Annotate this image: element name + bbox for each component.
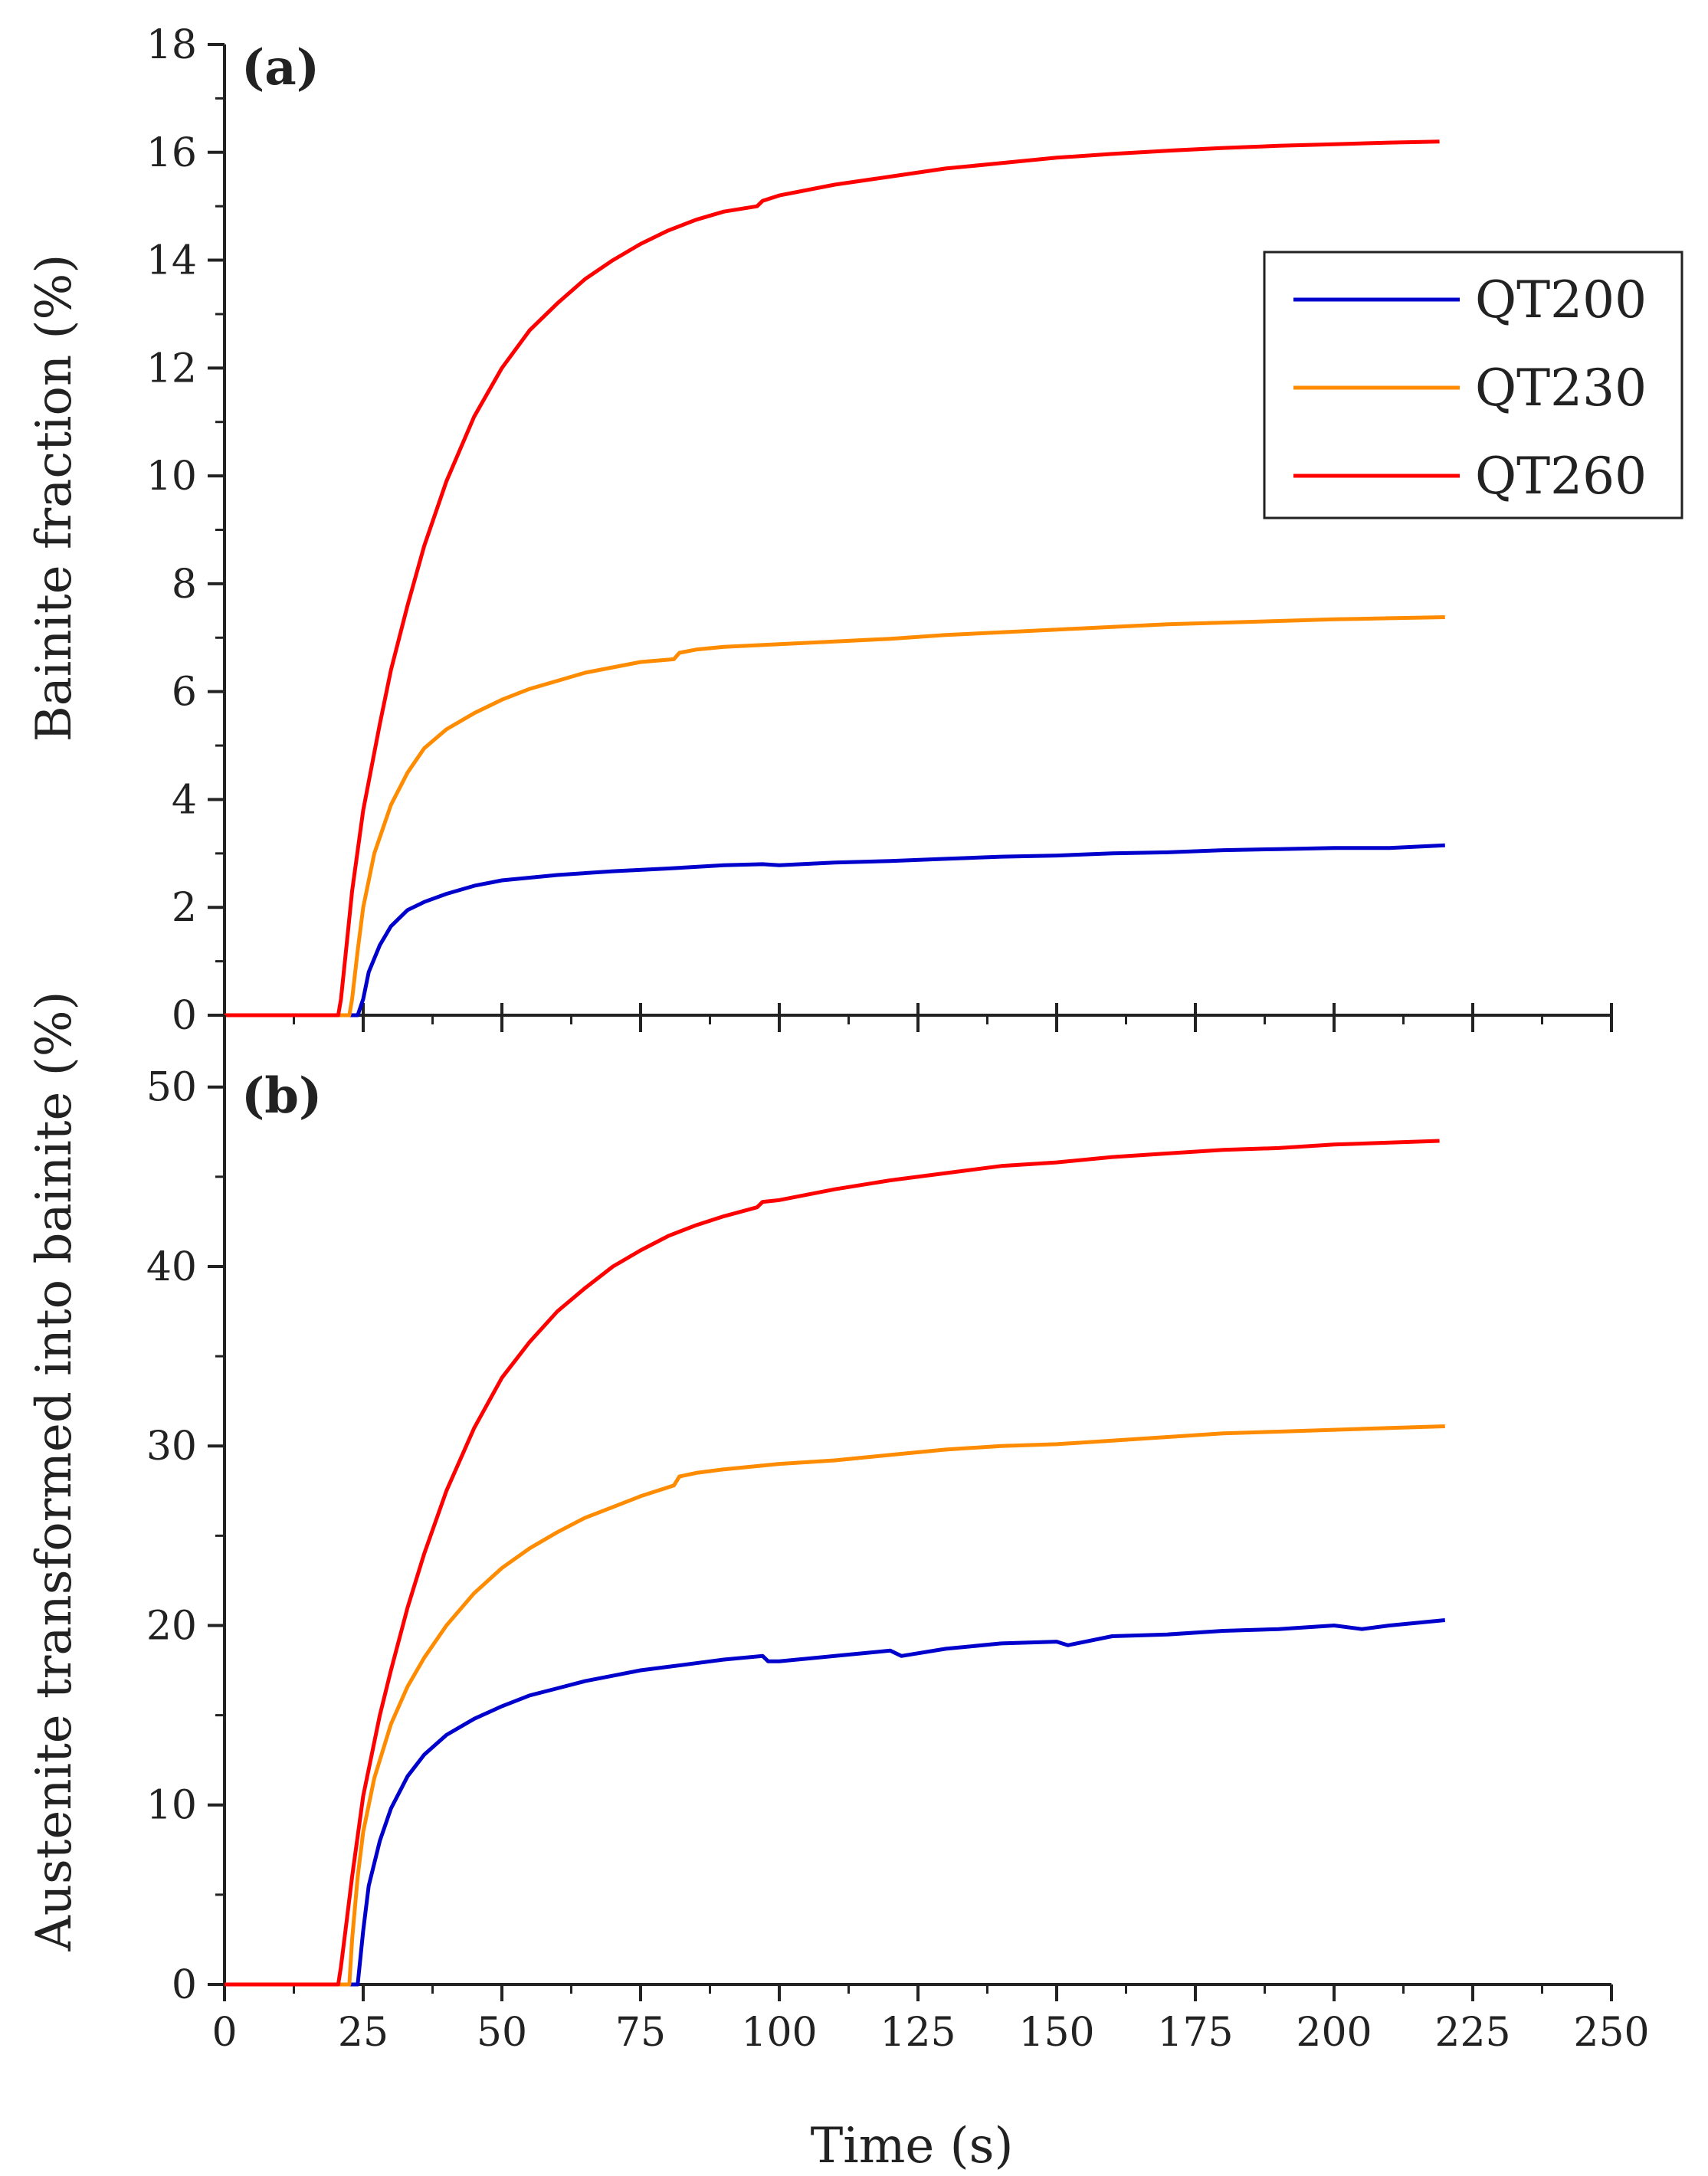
y-tick-label: 2: [172, 885, 197, 931]
series-line-qt230: [225, 1424, 1445, 1987]
y-tick-label: 8: [172, 562, 197, 608]
series-line-qt260: [225, 139, 1440, 1018]
panel-a-y-axis-title: Bainite fraction (%): [26, 254, 83, 742]
x-tick-label: 250: [1573, 2010, 1649, 2056]
y-tick-label: 30: [146, 1424, 197, 1470]
series-line-qt200: [225, 1618, 1446, 1987]
y-tick-label: 10: [146, 1783, 197, 1829]
legend-box: [1263, 251, 1683, 519]
y-tick-label: 40: [146, 1244, 197, 1290]
legend-label-qt260: QT260: [1475, 447, 1647, 506]
y-tick-label: 20: [146, 1603, 197, 1649]
y-tick-label: 12: [146, 346, 197, 392]
y-tick-label: 18: [146, 22, 197, 68]
x-tick-label: 75: [615, 2010, 666, 2056]
x-axis-title: Time (s): [811, 2118, 1014, 2174]
panel-b: (b) Austenite transformed into bainite (…: [26, 991, 1650, 2174]
x-tick-label: 200: [1296, 2010, 1372, 2056]
x-tick-label: 175: [1157, 2010, 1233, 2056]
series-line-qt260: [225, 1139, 1440, 1987]
y-tick-label: 0: [172, 993, 197, 1039]
panel-a-label: (a): [241, 39, 320, 97]
y-tick-label: 16: [146, 130, 197, 176]
y-tick-label: 14: [146, 238, 197, 284]
y-tick-label: 6: [172, 670, 197, 716]
x-tick-label: 25: [338, 2010, 388, 2056]
x-tick-label: 125: [880, 2010, 956, 2056]
panel-b-y-axis-title: Austenite transformed into bainite (%): [26, 991, 83, 1952]
y-tick-label: 4: [172, 777, 197, 823]
x-tick-label: 50: [477, 2010, 527, 2056]
y-tick-label: 50: [146, 1065, 197, 1111]
x-tick-label: 225: [1434, 2010, 1510, 2056]
x-tick-label: 150: [1018, 2010, 1094, 2056]
legend-label-qt230: QT230: [1475, 359, 1647, 418]
legend: QT200 QT230 QT260: [1263, 251, 1683, 519]
series-line-qt230: [225, 615, 1445, 1018]
x-tick-label: 0: [211, 2010, 237, 2056]
y-tick-label: 10: [146, 454, 197, 500]
y-tick-label: 0: [172, 1962, 197, 2008]
panel-a: (a) Bainite fraction (%) 0 2 4 6 8 10 12 14 16 18: [26, 22, 1613, 1039]
series-line-qt200: [225, 843, 1445, 1018]
legend-label-qt200: QT200: [1475, 270, 1647, 329]
x-tick-label: 100: [741, 2010, 817, 2056]
panel-b-label: (b): [241, 1067, 322, 1125]
